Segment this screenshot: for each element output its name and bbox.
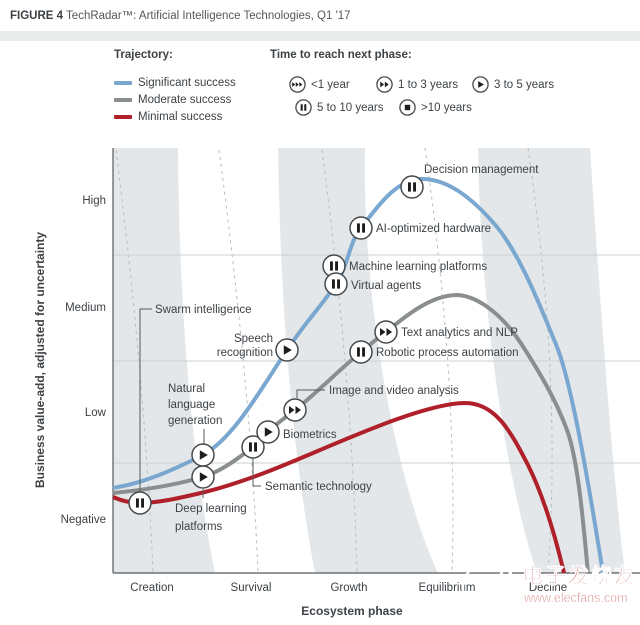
triple-play-icon xyxy=(289,76,306,93)
watermark: 电子发烧友 www.elecfans.com xyxy=(461,551,637,616)
legend-label: 1 to 3 years xyxy=(398,78,459,91)
moderate-line-swatch xyxy=(114,98,132,102)
legend-item-minimal: Minimal success xyxy=(114,111,222,123)
stop-icon xyxy=(399,99,416,116)
x-label-survival: Survival xyxy=(231,582,272,594)
tech-label-ai-optimized-hardware: AI-optimized hardware xyxy=(376,223,491,235)
legend-item-gt10: >10 years xyxy=(398,98,472,117)
play-icon xyxy=(191,465,215,489)
legend-item-lt1yr: <1 year xyxy=(288,75,350,94)
y-axis-title: Business value-add, adjusted for uncerta… xyxy=(33,232,47,488)
significant-line-swatch xyxy=(114,81,132,85)
tech-label-nlg-line3: generation xyxy=(168,415,222,427)
figure-header: FIGURE 4 TechRadar™: Artificial Intellig… xyxy=(10,10,351,22)
tech-markers xyxy=(128,175,424,515)
tech-label-decision-management: Decision management xyxy=(424,164,539,176)
tech-label-dlp-line1: Deep learning xyxy=(175,503,247,515)
tech-label-machine-learning-platforms: Machine learning platforms xyxy=(349,261,487,273)
legend-label: Minimal success xyxy=(138,111,223,123)
play-icon xyxy=(275,338,299,362)
play-icon xyxy=(472,76,489,93)
tech-label-text-analytics-nlp: Text analytics and NLP xyxy=(401,327,518,339)
y-label-medium: Medium xyxy=(65,302,106,314)
play-icon xyxy=(256,420,280,444)
legend-item-5to10: 5 to 10 years xyxy=(294,98,383,117)
tech-label-image-video-analysis: Image and video analysis xyxy=(329,385,459,397)
pause-icon xyxy=(349,216,373,240)
figure-number: FIGURE 4 xyxy=(10,10,64,22)
elecfans-logo-icon xyxy=(461,551,527,616)
x-axis-title: Ecosystem phase xyxy=(301,604,403,618)
tech-label-speech-line2: recognition xyxy=(217,347,273,359)
minimal-line-swatch xyxy=(114,115,132,119)
time-legend-title: Time to reach next phase: xyxy=(270,49,412,61)
watermark-url-text: www.elecfans.com xyxy=(523,591,628,605)
significant-success-curve xyxy=(112,176,605,574)
pause-icon xyxy=(295,99,312,116)
x-axis-labels: Creation Survival Growth Equilibrium Dec… xyxy=(130,582,567,594)
y-label-negative: Negative xyxy=(61,514,106,526)
x-label-creation: Creation xyxy=(130,582,173,594)
x-label-growth: Growth xyxy=(330,582,367,594)
legend-label: 3 to 5 years xyxy=(494,78,555,91)
tech-label-biometrics: Biometrics xyxy=(283,429,337,441)
semantic-connector xyxy=(252,459,261,487)
x-label-decline: Decline xyxy=(529,582,567,594)
tech-label-virtual-agents: Virtual agents xyxy=(351,280,421,292)
x-label-equilibrium: Equilibrium xyxy=(419,582,476,594)
tech-label-swarm-intelligence: Swarm intelligence xyxy=(155,304,252,316)
double-play-icon xyxy=(283,398,307,422)
watermark-brand-text: 电子发烧友 xyxy=(522,564,637,588)
tech-label-dlp-line2: platforms xyxy=(175,521,223,533)
legend-label: 5 to 10 years xyxy=(317,101,384,114)
header-divider xyxy=(0,31,640,41)
y-label-low: Low xyxy=(85,407,107,419)
legend-label: <1 year xyxy=(311,78,350,91)
legend-item-moderate: Moderate success xyxy=(114,94,231,106)
legend-item-3to5: 3 to 5 years xyxy=(471,75,554,94)
pause-icon xyxy=(324,272,348,296)
tech-label-nlg-line1: Natural xyxy=(168,383,205,395)
iva-connector xyxy=(296,389,325,398)
pause-icon xyxy=(349,340,373,364)
legend-item-1to3: 1 to 3 years xyxy=(375,75,458,94)
double-play-icon xyxy=(376,76,393,93)
pause-icon xyxy=(400,175,424,199)
swarm-connector xyxy=(139,308,152,491)
legend-item-significant: Significant success xyxy=(114,77,236,89)
tech-label-semantic-technology: Semantic technology xyxy=(265,481,372,493)
tech-label-robotic-process-automation: Robotic process automation xyxy=(376,347,519,359)
legend-label: >10 years xyxy=(421,101,472,114)
y-axis-labels: High Medium Low Negative xyxy=(61,195,107,526)
label-connectors xyxy=(139,308,325,498)
legend-label: Significant success xyxy=(138,77,236,89)
tech-label-speech-line1: Speech xyxy=(234,333,273,345)
figure-title: TechRadar™: Artificial Intelligence Tech… xyxy=(66,10,351,22)
double-play-icon xyxy=(374,320,398,344)
pause-icon xyxy=(241,435,265,459)
trajectory-legend-title: Trajectory: xyxy=(114,49,173,61)
y-label-high: High xyxy=(82,195,106,207)
play-icon xyxy=(191,443,215,467)
legend-label: Moderate success xyxy=(138,94,232,106)
tech-labels: Decision management AI-optimized hardwar… xyxy=(155,164,539,533)
tech-label-nlg-line2: language xyxy=(168,399,215,411)
pause-icon xyxy=(128,491,152,515)
